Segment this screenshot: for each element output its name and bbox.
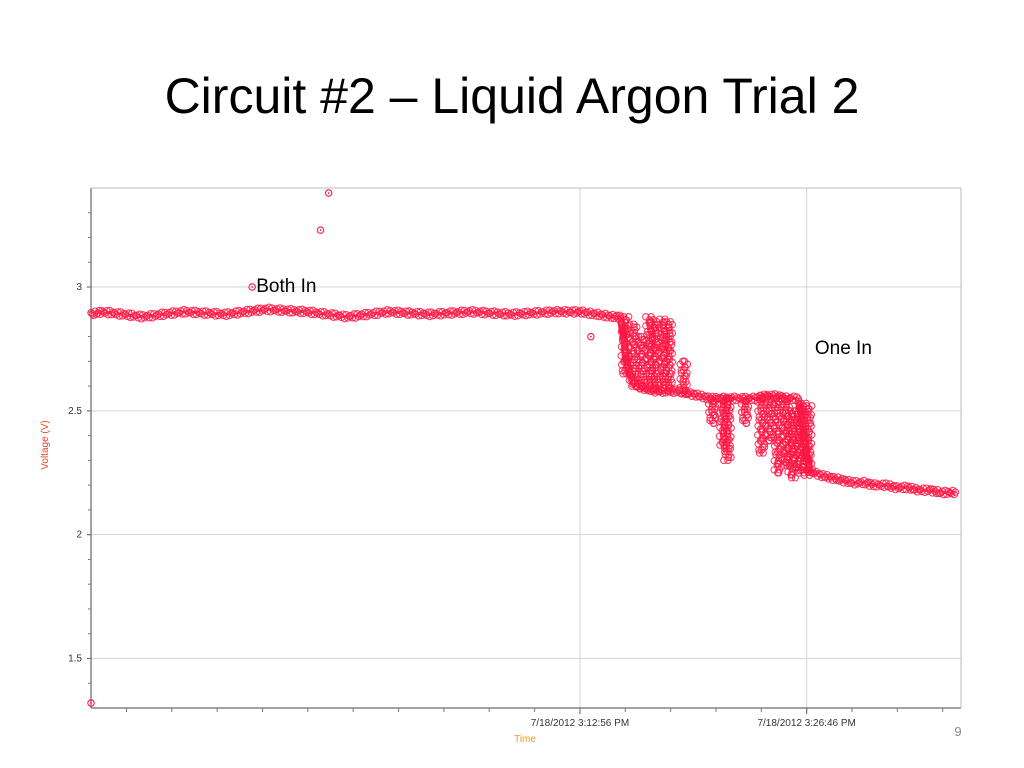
data-point (634, 332, 643, 341)
y-tick-label: 2.5 (68, 406, 82, 417)
data-point (787, 473, 796, 482)
outlier-point (324, 189, 333, 197)
data-point (266, 307, 275, 316)
data-point (328, 309, 336, 317)
data-point (765, 436, 774, 445)
data-point (759, 449, 767, 457)
data-point (661, 317, 669, 326)
data-point (774, 469, 782, 477)
x-axis-title: Time (514, 734, 536, 745)
y-axis-title: Voltage (V) (40, 420, 51, 469)
data-point (647, 317, 656, 326)
data-point (124, 309, 133, 317)
x-axis-ticks: 7/18/2012 3:12:56 PM 7/18/2012 3:26:46 PM (126, 708, 944, 729)
x-tick-label: 7/18/2012 3:12:56 PM (531, 718, 629, 729)
data-point (523, 307, 532, 315)
data-point (647, 313, 655, 321)
data-point (709, 419, 718, 427)
series-voltage (87, 189, 960, 707)
data-point (900, 481, 909, 490)
data-point (470, 310, 478, 318)
data-point (512, 308, 521, 316)
data-point (742, 419, 751, 427)
data-point (724, 427, 732, 435)
data-point (791, 473, 799, 482)
data-point (613, 311, 621, 320)
slide-number: 9 (954, 724, 962, 739)
annotation-label: One In (815, 338, 872, 359)
y-tick-label: 2 (76, 530, 82, 541)
y-axis-ticks: 1.5 2 2.5 3 (68, 212, 91, 684)
data-point (625, 320, 634, 328)
data-point (621, 345, 630, 354)
outlier-point (248, 283, 256, 291)
grid-lines (91, 188, 961, 708)
data-point (724, 456, 732, 465)
data-point (680, 357, 689, 366)
data-point (951, 488, 960, 496)
outlier-point (587, 332, 595, 341)
x-tick-label: 7/18/2012 3:26:46 PM (757, 718, 855, 729)
outlier-point (87, 699, 95, 707)
outlier-point-center (251, 286, 254, 288)
data-point (629, 320, 638, 328)
outlier-point-center (319, 229, 322, 232)
y-tick-label: 1.5 (68, 653, 82, 664)
data-point (755, 449, 764, 457)
outlier-point-center (90, 702, 92, 704)
data-point (665, 355, 674, 364)
outlier-point (316, 226, 325, 234)
y-tick-label: 3 (76, 282, 82, 293)
data-point (766, 424, 775, 433)
data-point (793, 393, 801, 401)
data-point (805, 471, 814, 479)
plot-frame (90, 187, 962, 709)
data-point (864, 478, 872, 486)
data-point (666, 317, 675, 326)
data-point (804, 433, 813, 442)
data-point (800, 471, 808, 479)
data-point (749, 392, 757, 401)
data-point (720, 456, 728, 465)
outlier-point-center (327, 192, 330, 194)
data-point (340, 314, 349, 323)
slide-title: Circuit #2 – Liquid Argon Trial 2 (164, 68, 860, 124)
data-point (642, 313, 650, 321)
data-point (660, 354, 668, 362)
outlier-point-center (590, 335, 592, 338)
data-point (619, 369, 627, 378)
annotation-label: Both In (256, 276, 316, 297)
